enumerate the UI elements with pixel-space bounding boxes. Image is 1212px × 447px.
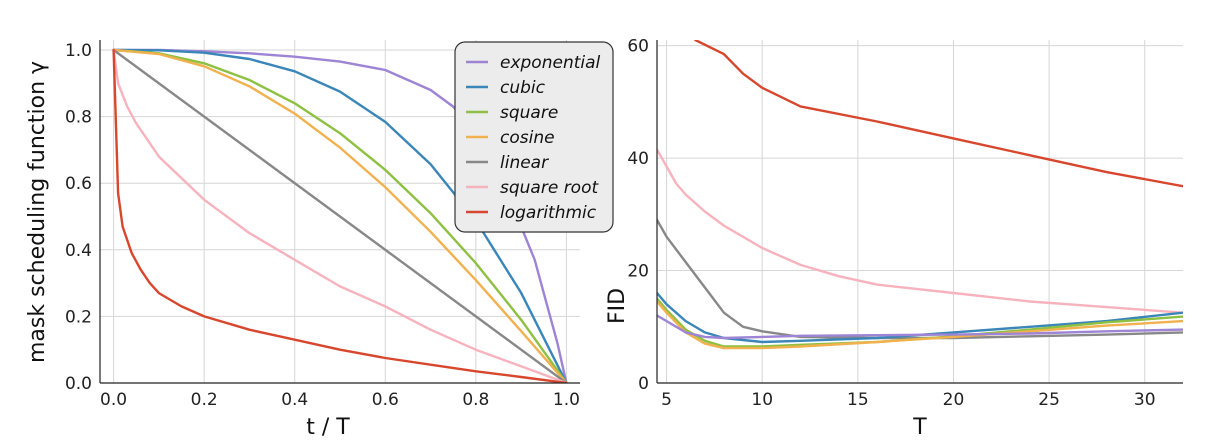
y-tick-label: 20 — [627, 262, 649, 282]
series-line-logarithmic — [694, 40, 1183, 188]
x-tick-label: 15 — [847, 390, 869, 410]
legend-box — [454, 41, 614, 233]
x-axis-label: T — [912, 415, 927, 440]
tick-labels: 0.0 0.2 0.4 0.6 0.8 1.0 0.0 0.2 0.4 0.6 0.8 1.0 — [65, 41, 580, 410]
x-tick-label: 0.4 — [281, 390, 308, 410]
y-tick-label: 0 — [638, 374, 649, 394]
axes — [656, 40, 1183, 384]
y-tick-label: 1.0 — [65, 41, 92, 61]
series-line-square — [112, 48, 568, 383]
x-tick-label: 0.0 — [100, 390, 127, 410]
legend-label: logarithmic — [500, 203, 597, 223]
series-line-square-root — [112, 48, 568, 383]
x-tick-label: 5 — [661, 390, 672, 410]
y-tick-label: 60 — [627, 37, 649, 57]
x-tick-label: 1.0 — [553, 390, 580, 410]
series-line-square-root — [657, 148, 1183, 314]
series-line-cosine — [112, 48, 568, 383]
series-lines — [657, 40, 1183, 350]
axes — [99, 40, 580, 384]
x-tick-label: 25 — [1038, 390, 1060, 410]
legend: exponential cubic square cosine linear square… — [454, 41, 614, 233]
x-tick-label: 0.6 — [372, 390, 399, 410]
y-tick-label: 0.0 — [65, 374, 92, 394]
x-tick-label: 30 — [1134, 390, 1156, 410]
grid — [657, 40, 1183, 384]
legend-label: cubic — [500, 78, 546, 98]
x-tick-label: 0.8 — [462, 390, 489, 410]
series-line-cosine — [657, 300, 1183, 350]
y-axis-label: FID — [605, 288, 630, 324]
x-tick-label: 20 — [943, 390, 965, 410]
series-line-linear — [112, 48, 568, 383]
series-line-exponential — [657, 314, 1183, 340]
legend-label: square root — [500, 178, 599, 198]
fid-plot: 5 10 15 20 25 30 0 20 40 60 T FID — [605, 37, 1183, 440]
legend-label: square — [500, 103, 558, 123]
tick-labels: 5 10 15 20 25 30 0 20 40 60 — [627, 37, 1155, 410]
mask-schedule-plot: 0.0 0.2 0.4 0.6 0.8 1.0 0.0 0.2 0.4 0.6 0.8 1.0 t /… — [25, 40, 580, 440]
series-line-linear — [657, 218, 1183, 340]
x-tick-label: 10 — [751, 390, 773, 410]
series-line-cubic — [112, 48, 568, 383]
legend-label: exponential — [500, 53, 601, 73]
x-axis-label: t / T — [306, 415, 350, 440]
legend-label: cosine — [500, 128, 555, 148]
y-tick-label: 0.6 — [65, 174, 92, 194]
series-line-exponential — [112, 48, 568, 383]
y-tick-label: 40 — [627, 149, 649, 169]
series-line-cubic — [657, 291, 1183, 344]
legend-items: exponential cubic square cosine linear square… — [466, 53, 601, 223]
y-axis-label: mask scheduling function γ — [25, 61, 50, 363]
y-tick-label: 0.4 — [65, 241, 92, 261]
x-tick-label: 0.2 — [191, 390, 218, 410]
legend-label: linear — [500, 153, 549, 173]
series-line-logarithmic — [112, 48, 568, 383]
series-lines — [112, 48, 568, 383]
series-line-square — [657, 297, 1183, 348]
y-tick-label: 0.2 — [65, 307, 92, 327]
y-tick-label: 0.8 — [65, 108, 92, 128]
